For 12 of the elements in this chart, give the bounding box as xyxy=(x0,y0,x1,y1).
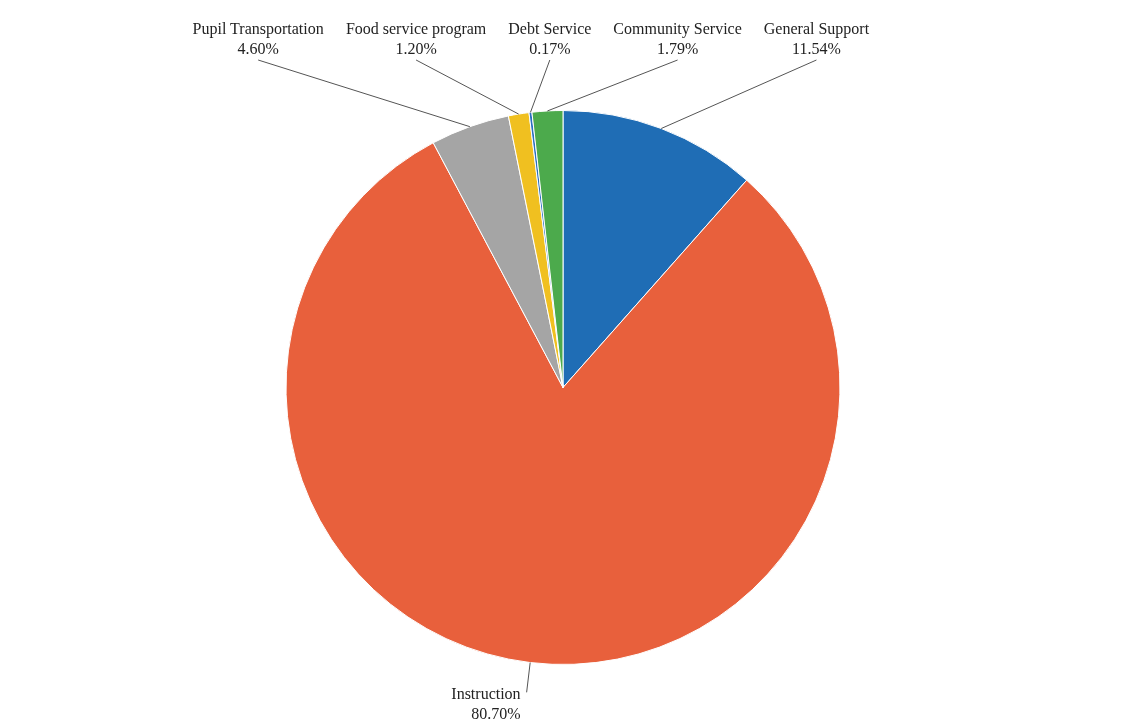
data-label: 11.54% xyxy=(792,40,841,58)
slice-label: Community Service xyxy=(613,20,742,39)
slice-label: Food service program xyxy=(345,20,487,39)
data-label: 80.70% xyxy=(471,704,521,722)
slice-label: Debt Service xyxy=(508,20,592,38)
slice-label: General Support xyxy=(763,20,870,39)
data-label: 4.60% xyxy=(237,40,279,58)
data-label: 0.17% xyxy=(529,40,571,58)
slice-label: Instruction xyxy=(451,684,521,702)
data-label: 1.79% xyxy=(656,40,699,58)
data-label: 1.20% xyxy=(395,40,437,58)
slice-label: Pupil Transportation xyxy=(192,20,324,39)
